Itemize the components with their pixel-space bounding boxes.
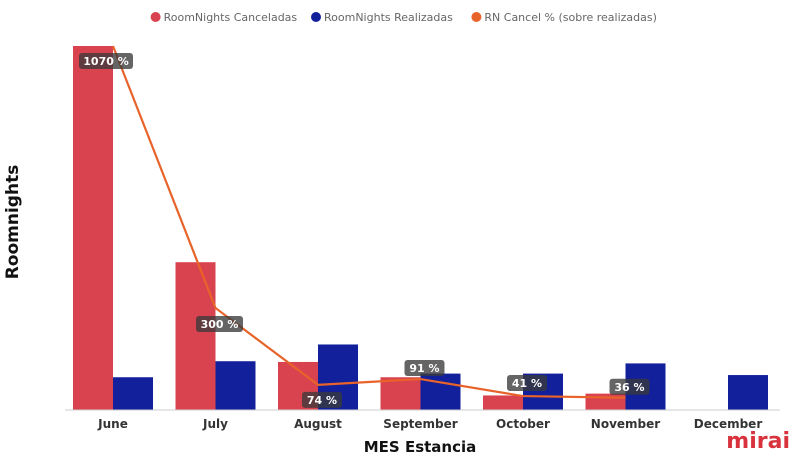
bar-layer [73, 46, 768, 410]
pct-label-bg [196, 315, 243, 332]
pct-label-text: 91 % [409, 362, 439, 375]
bar-realizadas-june [113, 377, 153, 410]
pct-label-bg [507, 375, 547, 392]
legend-label-1: RoomNights Realizadas [324, 11, 453, 24]
x-tick-december: December [694, 417, 763, 431]
legend-marker-2 [471, 12, 482, 22]
legend-marker-0 [150, 12, 161, 22]
bar-canceladas-november [585, 393, 626, 410]
pct-label-text: 41 % [512, 377, 542, 390]
legend-label-0: RoomNights Canceladas [164, 11, 298, 24]
pct-label-july: 300 % [196, 315, 243, 332]
pct-label-june: 1070 % [79, 53, 133, 69]
x-tick-november: November [591, 417, 660, 431]
brand-logo: mirai [726, 429, 790, 454]
x-tick-june: June [97, 417, 128, 431]
bar-realizadas-december [728, 375, 768, 410]
pct-label-bg [404, 360, 445, 377]
pct-label-bg [609, 378, 650, 395]
pct-label-text: 1070 % [83, 55, 128, 68]
bar-realizadas-july [215, 361, 256, 410]
line-layer: 1070 % 300 % 74 % 91 % 41 % 36 % [79, 45, 650, 408]
bar-canceladas-july [175, 262, 216, 410]
x-tick-july: July [202, 417, 228, 431]
bar-canceladas-september [380, 377, 421, 410]
chart-legend: RoomNights Canceladas RoomNights Realizad… [150, 11, 657, 24]
bar-canceladas-october [483, 395, 523, 410]
pct-label-october: 41 % [507, 375, 547, 392]
x-tick-september: September [383, 417, 457, 431]
pct-label-august: 74 % [302, 391, 342, 408]
pct-label-bg [302, 391, 342, 408]
x-tick-august: August [294, 417, 342, 431]
y-axis-title: Roomnights [3, 165, 23, 280]
pct-label-text: 36 % [614, 381, 644, 394]
x-tick-labels: June July August September October November De… [97, 417, 762, 431]
legend-label-2: RN Cancel % (sobre realizadas) [484, 11, 657, 24]
bar-canceladas-june [73, 46, 113, 410]
pct-label-bg [79, 53, 133, 69]
pct-label-text: 74 % [307, 394, 337, 407]
x-tick-october: October [496, 417, 550, 431]
pct-label-september: 91 % [404, 360, 445, 377]
legend-marker-1 [311, 12, 321, 22]
line-rn-cancel-pct [111, 45, 626, 399]
pct-label-november: 36 % [609, 378, 650, 395]
pct-label-text: 300 % [201, 318, 239, 331]
x-axis-title: MES Estancia [364, 438, 477, 456]
